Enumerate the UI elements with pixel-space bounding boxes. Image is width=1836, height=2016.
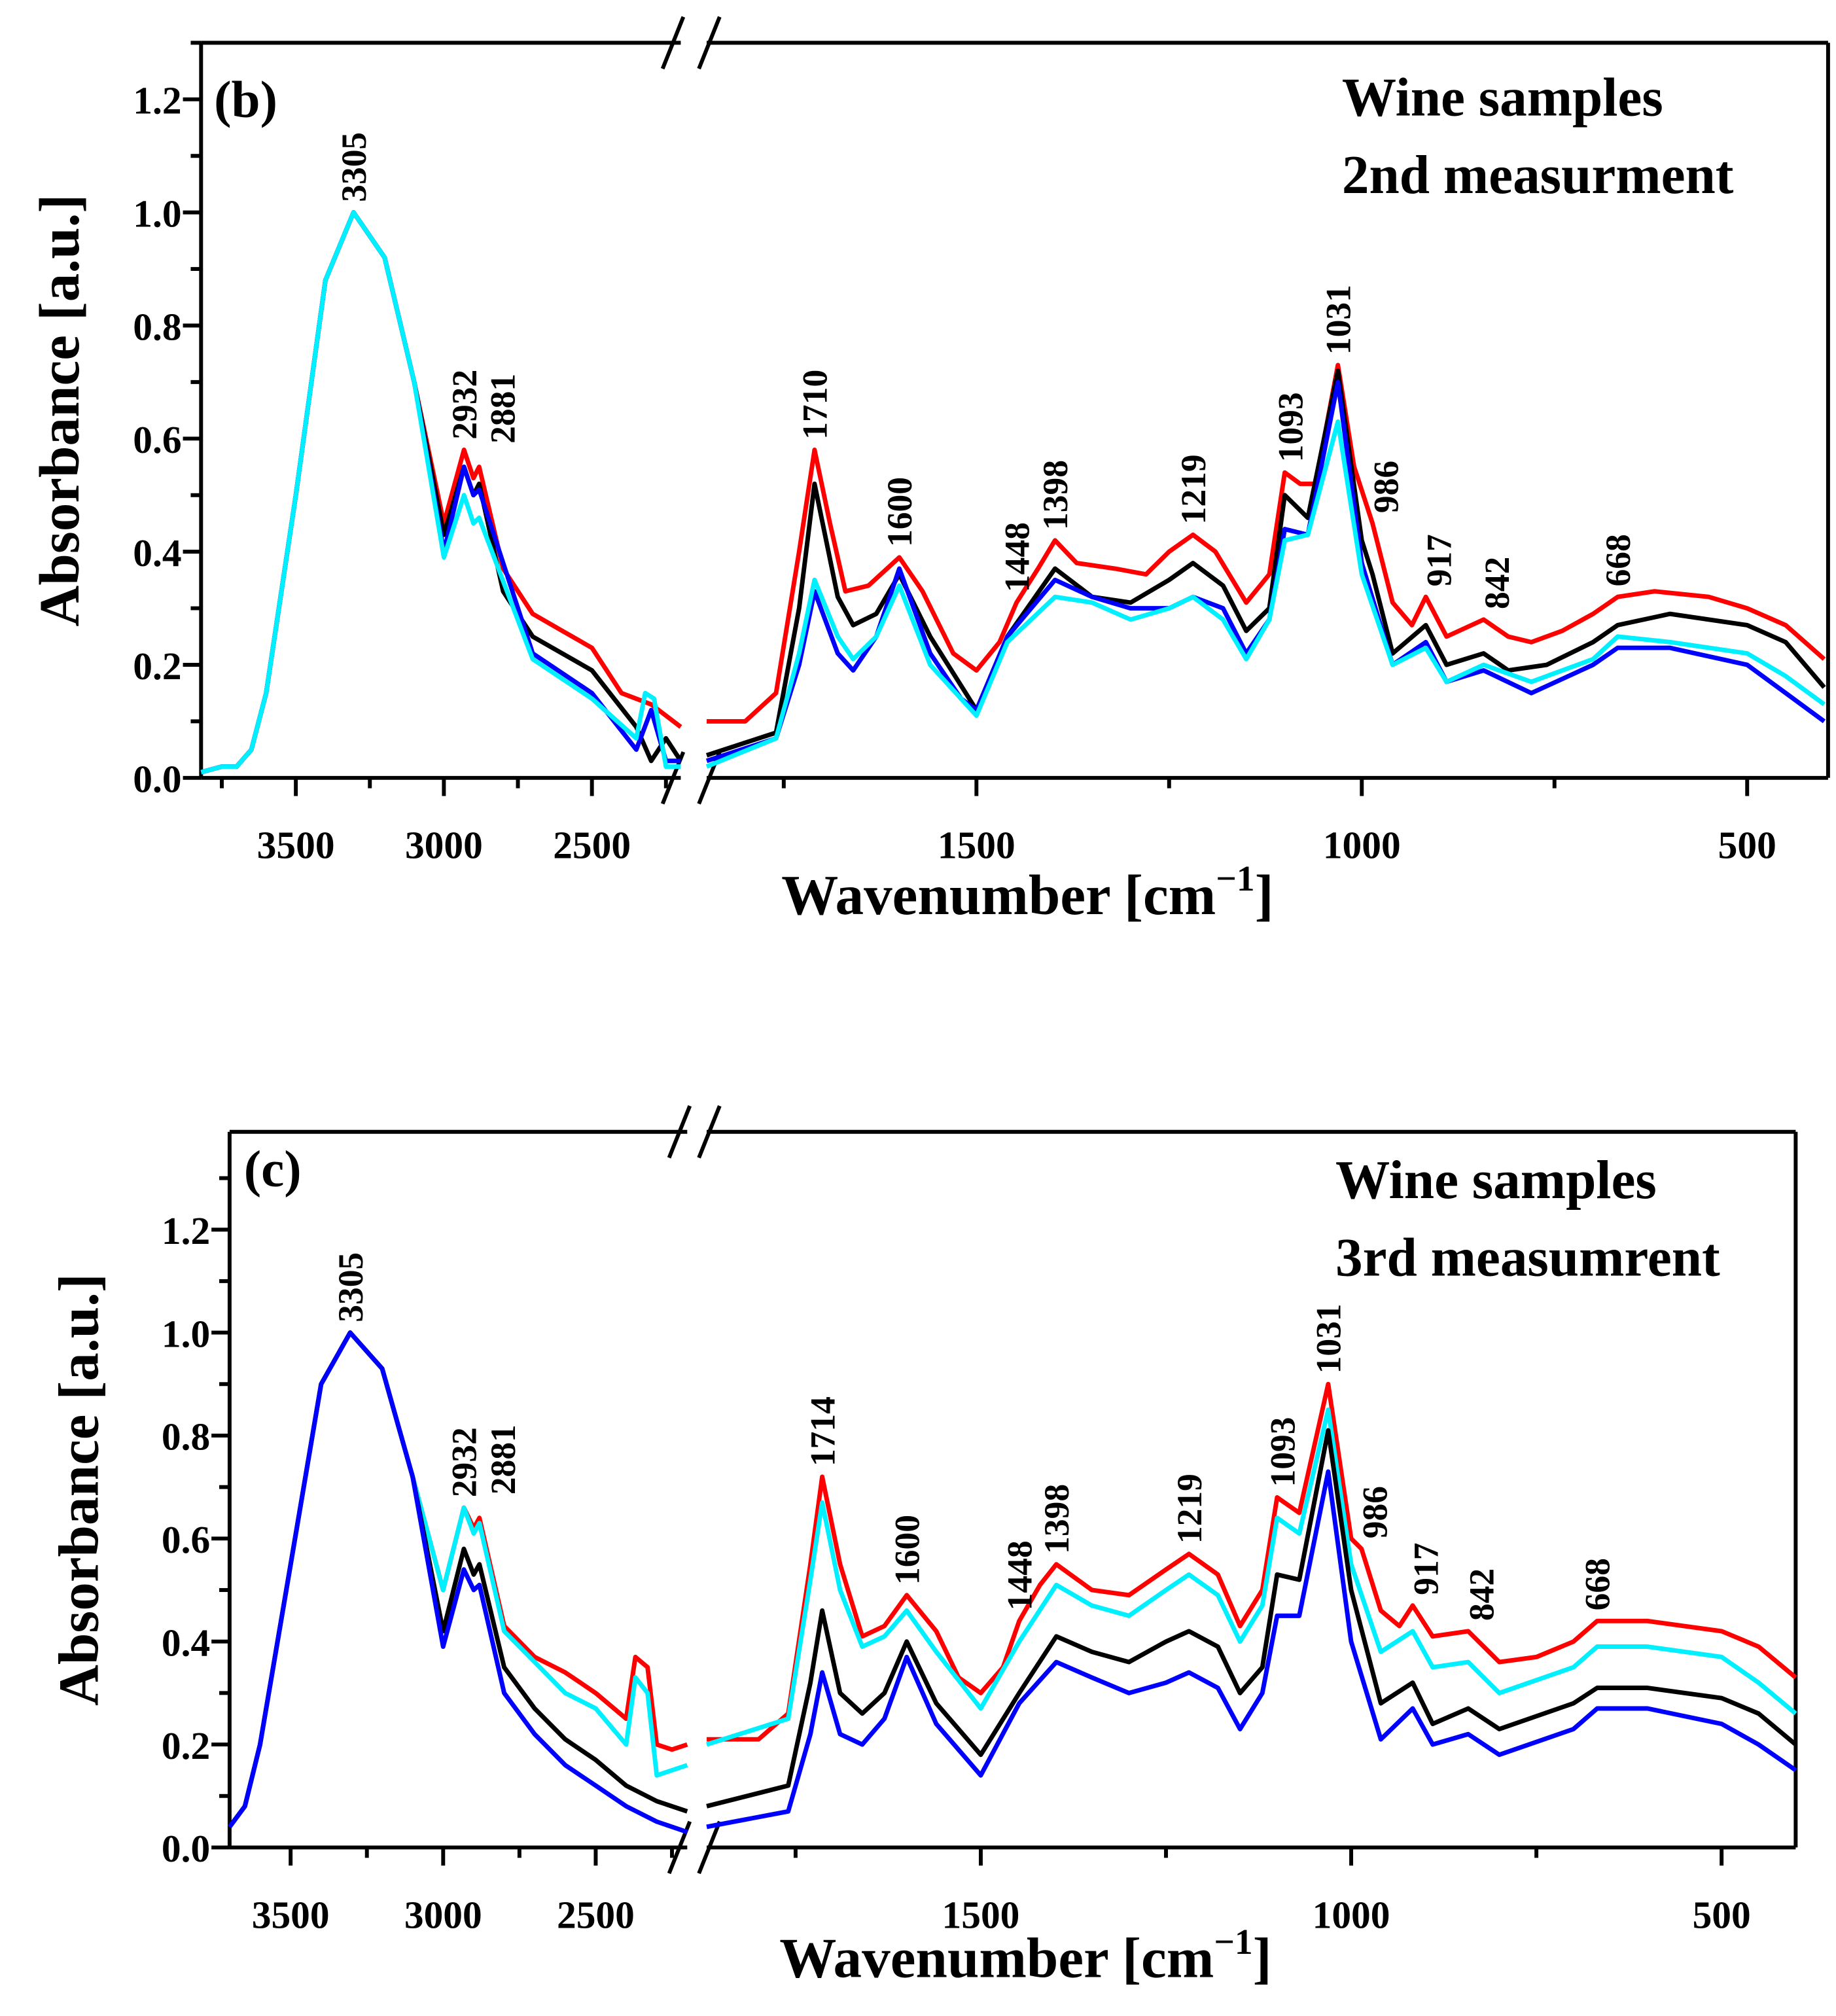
peak-label: 2881: [484, 1424, 523, 1494]
y-tick-label: 0.0: [133, 758, 181, 801]
peak-label: 668: [1598, 534, 1638, 586]
series-blue-left: [200, 210, 681, 775]
peak-label: 842: [1477, 557, 1517, 609]
y-tick-label: 1.0: [133, 192, 181, 235]
series-black-right: [705, 368, 1826, 758]
y-tick-label: 0.4: [162, 1621, 210, 1664]
y-tick-label: 0.2: [162, 1724, 210, 1767]
x-tick-label: 3000: [404, 1893, 482, 1936]
chart-panel-b: 0.0 0.2 0.4 0.6 0.8 1.0 1.2 3500 3000 2500 1500 100…: [27, 16, 1830, 927]
x-tick-label: 3000: [405, 824, 483, 867]
x-axis-label: Wavenumber [cm−1]: [781, 858, 1273, 927]
peak-label: 2881: [484, 374, 523, 444]
x-tick-label: 1500: [938, 824, 1015, 867]
x-tick-label: 3500: [257, 824, 335, 867]
y-tick-label: 0.8: [162, 1415, 210, 1459]
chart-panel-c: 0.0 0.2 0.4 0.6 0.8 1.0 1.2 3500 3000 2500 1500 100…: [47, 1105, 1798, 1990]
y-tick-label: 0.4: [133, 531, 181, 575]
chart-title-line: 3rd measumrent: [1335, 1228, 1720, 1288]
series-black-left: [200, 210, 683, 775]
peak-label: 1093: [1263, 1417, 1302, 1487]
peak-label: 1031: [1318, 285, 1358, 355]
axis-break-mark: [660, 16, 686, 70]
peak-label: 668: [1578, 1558, 1617, 1610]
y-tick-label: 0.8: [133, 305, 181, 348]
axis-break-mark: [667, 1105, 692, 1159]
x-tick-label: 1000: [1323, 824, 1401, 867]
x-tick-label: 3500: [252, 1893, 330, 1936]
peak-label: 842: [1462, 1568, 1501, 1621]
x-axis-label-text: Wavenumber [cm: [781, 863, 1216, 927]
x-axis-label-end: ]: [1255, 863, 1274, 927]
series-cyan-right: [705, 1407, 1797, 1747]
axis-break-mark: [697, 1820, 722, 1875]
peak-label: 1600: [887, 1515, 927, 1585]
peak-label: 1710: [796, 370, 835, 440]
series-black-left: [228, 1330, 688, 1828]
peak-label: 1093: [1271, 392, 1310, 462]
chart-title-line: Wine samples: [1335, 1150, 1657, 1210]
series-red-left: [200, 210, 682, 775]
peak-label: 917: [1407, 1543, 1446, 1595]
peak-label: 2932: [445, 1427, 484, 1497]
axis-break-mark: [697, 16, 722, 70]
peak-label: 1600: [880, 477, 919, 547]
peak-label: 2932: [445, 370, 484, 440]
peak-label: 986: [1366, 461, 1405, 513]
series-cyan-right: [705, 419, 1826, 769]
peak-label: 986: [1355, 1486, 1394, 1538]
peak-label: 1219: [1174, 454, 1213, 524]
y-tick-label: 1.0: [162, 1312, 210, 1355]
chart-title-line: 2nd measurment: [1342, 145, 1734, 205]
panel-label: (b): [214, 71, 277, 128]
peak-label: 1448: [997, 522, 1036, 592]
series-blue-right: [706, 1469, 1797, 1830]
series-cyan-left: [200, 210, 681, 775]
y-tick-label: 1.2: [162, 1209, 210, 1252]
peak-label: 1219: [1170, 1474, 1209, 1544]
y-tick-label: 0.6: [133, 418, 181, 461]
x-axis-label-superscript: −1: [1216, 858, 1254, 898]
x-tick-label: 2500: [553, 824, 631, 867]
x-tick-label: 2500: [557, 1893, 635, 1936]
y-tick-label: 0.2: [133, 645, 181, 688]
axis-break-mark: [697, 1105, 722, 1159]
peak-label: 3305: [331, 1252, 370, 1322]
panel-label: (c): [244, 1141, 302, 1198]
x-tick-label: 1000: [1313, 1893, 1390, 1936]
series-red-right: [707, 363, 1826, 724]
series-blue-right: [705, 380, 1826, 764]
chart-title-line: Wine samples: [1342, 67, 1663, 127]
x-axis-label-superscript: −1: [1214, 1922, 1252, 1962]
peak-label: 1714: [803, 1396, 842, 1466]
peak-label: 1448: [1000, 1540, 1040, 1610]
y-axis-label: Absorbance [a.u.]: [27, 194, 91, 627]
x-axis-label-text: Wavenumber [cm: [779, 1926, 1214, 1990]
y-tick-label: 0.0: [162, 1827, 210, 1870]
peak-label: 1398: [1036, 460, 1075, 530]
x-axis-label-end: ]: [1253, 1926, 1272, 1990]
y-tick-label: 0.6: [162, 1518, 210, 1561]
peak-label: 917: [1420, 534, 1459, 586]
peak-label: 1031: [1309, 1303, 1349, 1373]
series-black-right: [706, 1428, 1797, 1809]
series-red-right: [707, 1381, 1797, 1742]
y-tick-label: 1.2: [133, 79, 181, 122]
peak-label: 1398: [1037, 1484, 1076, 1554]
x-tick-label: 500: [1693, 1893, 1751, 1936]
y-axis-label: Absorbance [a.u.]: [47, 1273, 111, 1706]
peak-label: 3305: [334, 132, 374, 202]
x-axis-label: Wavenumber [cm−1]: [779, 1922, 1271, 1990]
x-tick-label: 500: [1718, 824, 1776, 867]
x-tick-label: 1500: [942, 1893, 1020, 1936]
series-blue-left: [228, 1330, 688, 1835]
